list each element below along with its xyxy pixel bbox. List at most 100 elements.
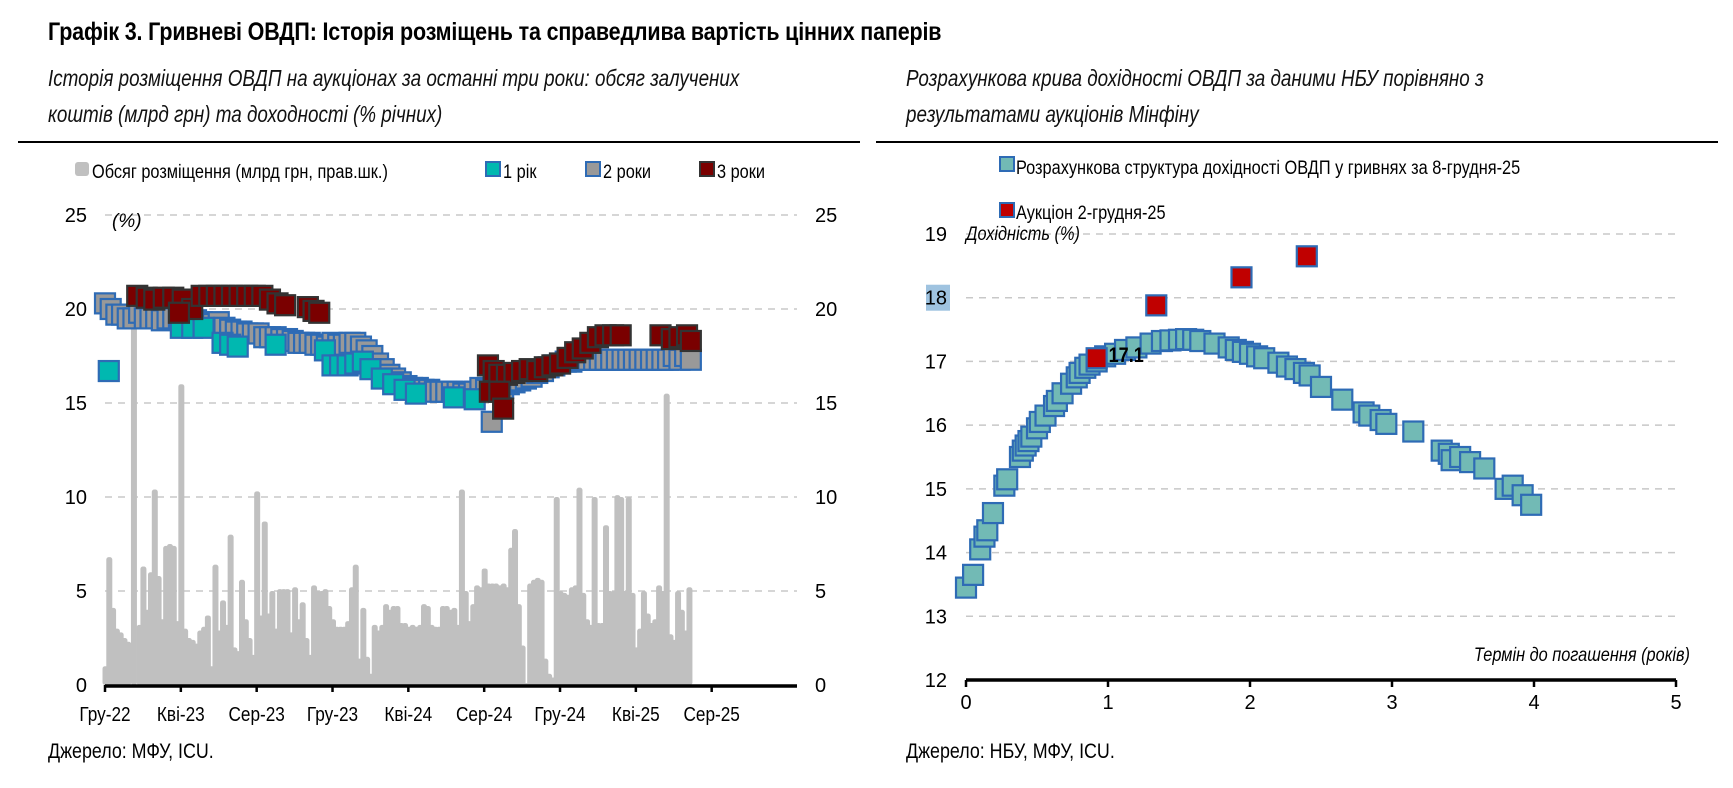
legend-swatch-3y: [699, 161, 715, 177]
marker-3y: [274, 294, 297, 317]
volume-bar: [227, 534, 234, 685]
auction-marker: [1230, 266, 1253, 289]
legend-label-curve: Розрахункова структура дохідності ОВДП у…: [1016, 157, 1520, 178]
y-tick-label: 15: [925, 479, 947, 501]
marker-3y: [308, 301, 331, 324]
curve-marker: [981, 501, 1005, 525]
x-tick-label: 0: [960, 692, 971, 714]
x-tick-label: 4: [1528, 692, 1539, 714]
legend-label-1y: 1 рік: [503, 161, 537, 182]
marker-1y: [97, 359, 120, 383]
legend-label-3y: 3 роки: [717, 161, 765, 182]
x-tick-label: Гру-24: [534, 703, 585, 726]
marker-1y: [226, 335, 249, 358]
marker-1y: [404, 382, 428, 405]
x-tick-label: 1: [1102, 692, 1113, 714]
volume-bars: [102, 290, 693, 685]
y-tick-label-left: 25: [65, 205, 87, 227]
y-tick-label-right: 0: [815, 675, 826, 697]
left-legend: Обсяг розміщення (млрд грн, прав.шк.) 1 …: [75, 161, 765, 182]
x-tick-label: Кві-25: [612, 703, 660, 726]
right-gridlines: [966, 233, 1676, 618]
legend-label-volume: Обсяг розміщення (млрд грн, прав.шк.): [92, 161, 388, 182]
x-tick-label: 5: [1670, 692, 1681, 714]
legend-label-auction: Аукціон 2-грудня-25: [1016, 202, 1166, 223]
y-tick-label-left: 10: [65, 487, 87, 509]
auction-marker: [1085, 347, 1108, 370]
y-tick-label-left: 20: [65, 299, 87, 321]
legend-swatch-auction: [999, 202, 1015, 218]
series-3y-markers: [126, 284, 702, 420]
right-x-axis-title: Термін до погашення (років): [1474, 644, 1690, 665]
left-source-note: Джерело: МФУ, ICU.: [48, 740, 214, 763]
curve-marker: [1520, 493, 1543, 516]
y-tick-label: 19: [925, 224, 947, 246]
curve-marker: [1473, 457, 1496, 480]
x-tick-label: Кві-23: [157, 703, 205, 726]
volume-bar: [538, 579, 545, 685]
right-subtitle-line2: результатами аукціонів Мінфіну: [906, 101, 1199, 127]
series-1y-markers: [97, 316, 486, 411]
main-title: Графік 3. Гривневі ОВДП: Історія розміще…: [48, 18, 942, 46]
x-tick-label: Сер-25: [683, 703, 739, 726]
right-legend: Розрахункова структура дохідності ОВДП у…: [999, 156, 1520, 223]
right-x-ticks: 0 1 2 3 4 5: [960, 680, 1682, 714]
y-tick-label-right: 20: [815, 299, 837, 321]
legend-label-2y: 2 роки: [603, 161, 651, 182]
legend-swatch-volume: [75, 162, 89, 176]
volume-bar: [130, 290, 137, 685]
right-y-axis-labels: 12 13 14 15 16 17 18 19: [925, 224, 950, 692]
right-y-axis-title: Дохідність (%): [964, 223, 1080, 244]
legend-swatch-2y: [585, 161, 601, 177]
marker-3y: [167, 301, 191, 324]
y-tick-label: 12: [925, 670, 947, 692]
volume-bar: [178, 384, 185, 685]
y-tick-label-left: 5: [76, 581, 87, 603]
y-tick-label-right: 15: [815, 393, 837, 415]
y-tick-label: 16: [925, 415, 947, 437]
y-tick-label-left: 15: [65, 393, 87, 415]
right-chart-yield-curve: Розрахункова структура дохідності ОВДП у…: [925, 156, 1690, 714]
x-tick-label: Гру-22: [79, 703, 130, 726]
left-y-axis-right-labels: 0 5 10 15 20 25: [815, 205, 837, 697]
x-tick-label: Кві-24: [384, 703, 432, 726]
x-tick-label: 2: [1244, 692, 1255, 714]
marker-3y: [679, 329, 702, 353]
marker-3y: [609, 324, 632, 347]
right-source-note: Джерело: НБУ, МФУ, ICU.: [906, 740, 1115, 763]
curve-marker: [1402, 420, 1425, 443]
volume-bar: [125, 641, 132, 685]
y-tick-label-right: 25: [815, 205, 837, 227]
left-header-rule: [18, 141, 860, 143]
curve-marker: [1309, 375, 1333, 399]
y-tick-label: 13: [925, 606, 947, 628]
left-x-ticks: Гру-22 Кві-23 Сер-23 Гру-23 Кві-24 Сер-24 Гру-…: [79, 685, 740, 726]
y-tick-label: 18: [925, 288, 947, 310]
y-tick-label-left: 0: [76, 675, 87, 697]
auction-data-label: 17.1: [1109, 344, 1144, 368]
marker-1y: [192, 316, 215, 339]
x-tick-label: Сер-24: [456, 703, 512, 726]
marker-3y: [492, 397, 515, 420]
y-tick-label-right: 10: [815, 487, 837, 509]
ytick-highlight: [926, 284, 950, 311]
auction-marker: [1145, 294, 1168, 317]
left-subtitle-line2: коштів (млрд грн) та доходності (% річни…: [48, 101, 443, 127]
left-y-axis-left-labels: 0 5 10 15 20 25: [65, 205, 87, 697]
curve-marker: [961, 563, 985, 586]
right-subtitle-line1: Розрахункова крива дохідності ОВДП за да…: [906, 65, 1484, 91]
x-tick-label: 3: [1386, 692, 1397, 714]
legend-swatch-curve: [999, 156, 1015, 172]
curve-marker: [996, 468, 1019, 491]
curve-marker: [1331, 388, 1354, 411]
curve-marker: [1375, 412, 1398, 435]
volume-bar: [352, 564, 359, 685]
left-subtitle-line1: Історія розміщення ОВДП на аукціонах за …: [48, 65, 740, 91]
marker-1y: [264, 333, 287, 356]
auction-data-labels: 17.1: [1109, 344, 1144, 368]
auction-markers: [1085, 245, 1318, 370]
auction-marker: [1295, 245, 1318, 268]
y-tick-label: 14: [925, 543, 947, 565]
y-tick-label-right: 5: [815, 581, 826, 603]
right-header-rule: [876, 141, 1718, 143]
